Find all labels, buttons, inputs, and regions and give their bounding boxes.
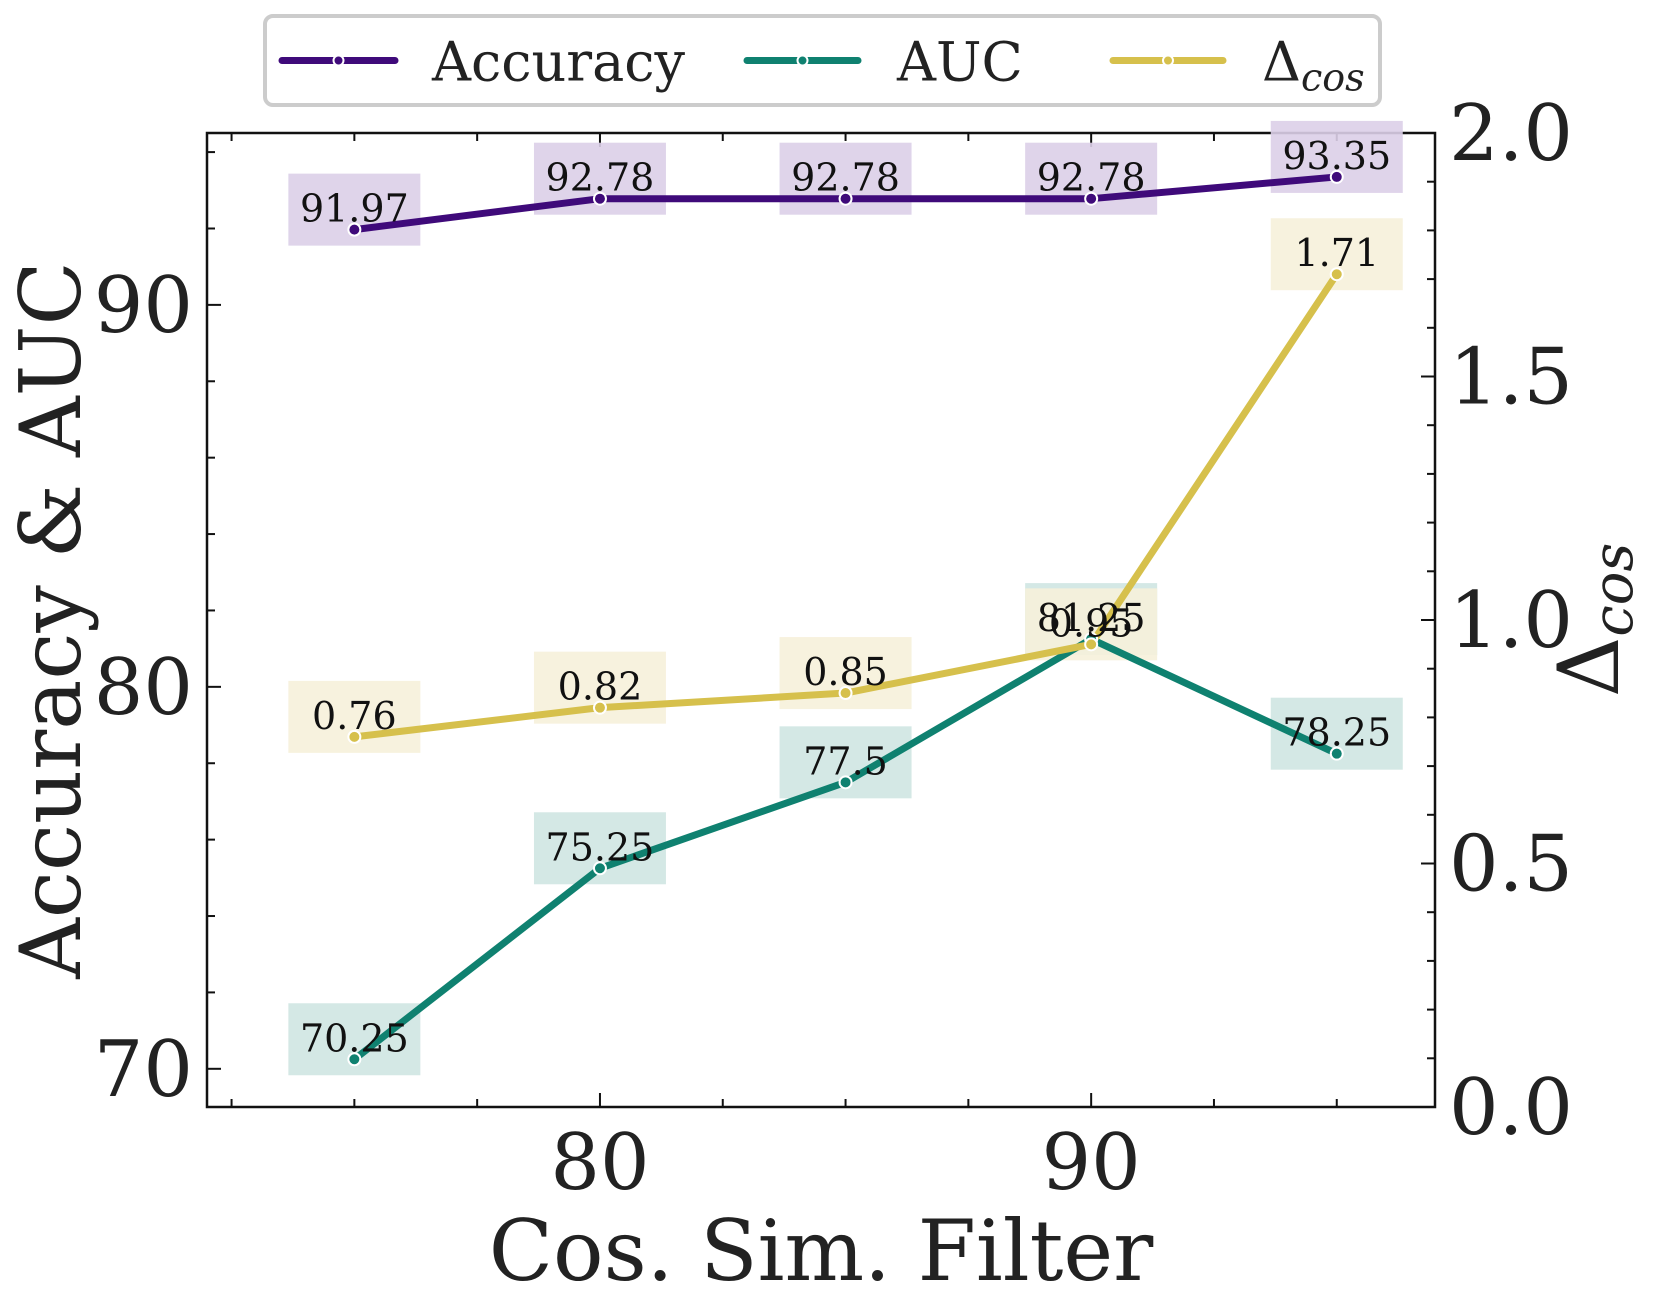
legend-label: Δcos xyxy=(1262,31,1365,100)
data-point xyxy=(1084,191,1099,206)
data-point xyxy=(1084,637,1099,652)
series-lines xyxy=(350,173,1341,1063)
data-label-backgrounds xyxy=(288,120,1403,1076)
y-tick-label: 90 xyxy=(94,261,193,351)
data-label: 77.5 xyxy=(803,739,888,783)
y2-tick-label: 1.5 xyxy=(1449,333,1573,423)
data-label: 78.25 xyxy=(1282,711,1391,755)
y-tick-label: 70 xyxy=(94,1025,193,1115)
y2-tick-label: 1.0 xyxy=(1449,576,1573,666)
y2-axis-label-sub: cos xyxy=(1581,543,1646,637)
y2-axis-label-main: Δ xyxy=(1540,637,1638,698)
x-axis-label: Cos. Sim. Filter xyxy=(489,1202,1154,1300)
axes: 80 90 70 80 90 0.0 0.5 1.0 1.5 2.0 xyxy=(94,89,1573,1208)
legend-swatch-marker xyxy=(332,54,345,67)
data-point xyxy=(1329,746,1344,761)
data-point xyxy=(347,222,362,237)
legend-label: AUC xyxy=(896,31,1023,94)
data-labels: 91.97 92.78 92.78 92.78 93.35 70.25 75.25 77.5 8… xyxy=(300,134,1391,1060)
data-label: 92.78 xyxy=(791,156,900,200)
series-points xyxy=(347,169,1344,1067)
data-point xyxy=(838,191,853,206)
y2-tick-label: 2.0 xyxy=(1449,89,1573,179)
x-tick-label: 80 xyxy=(550,1118,649,1208)
data-label: 0.85 xyxy=(803,650,888,694)
data-point xyxy=(592,700,607,715)
data-point xyxy=(838,686,853,701)
data-point xyxy=(1329,169,1344,184)
data-label: 75.25 xyxy=(546,825,655,869)
legend-label: Accuracy xyxy=(431,31,686,94)
data-label: 93.35 xyxy=(1282,134,1391,178)
data-point xyxy=(347,1052,362,1067)
data-label: 81.25 xyxy=(1037,596,1146,640)
data-label: 1.71 xyxy=(1294,231,1379,275)
y-tick-label: 80 xyxy=(94,643,193,733)
data-point xyxy=(347,729,362,744)
data-point xyxy=(592,861,607,876)
legend-label-sub: cos xyxy=(1301,56,1365,100)
data-label: 70.25 xyxy=(300,1016,409,1060)
y-axis-label: Accuracy & AUC xyxy=(2,261,100,980)
legend-swatch-marker xyxy=(1162,54,1174,67)
data-label: 91.97 xyxy=(300,187,409,231)
y2-tick-label: 0.5 xyxy=(1449,820,1573,910)
legend-swatch-marker xyxy=(796,54,809,67)
y2-axis-label: Δcos xyxy=(1540,543,1646,698)
data-label: 0.76 xyxy=(312,694,397,738)
legend-label-main: Δ xyxy=(1262,31,1301,94)
data-label: 0.95 xyxy=(1049,601,1134,645)
x-tick-label: 90 xyxy=(1042,1118,1141,1208)
y2-tick-label: 0.0 xyxy=(1449,1063,1573,1153)
data-point xyxy=(838,775,853,790)
data-point xyxy=(1329,267,1344,282)
plot-frame xyxy=(205,131,1437,1109)
data-label: 0.82 xyxy=(558,665,643,709)
legend: Accuracy AUC Δcos xyxy=(263,14,1382,107)
data-point xyxy=(592,191,607,206)
data-label: 92.78 xyxy=(1037,156,1146,200)
data-label: 92.78 xyxy=(546,156,655,200)
